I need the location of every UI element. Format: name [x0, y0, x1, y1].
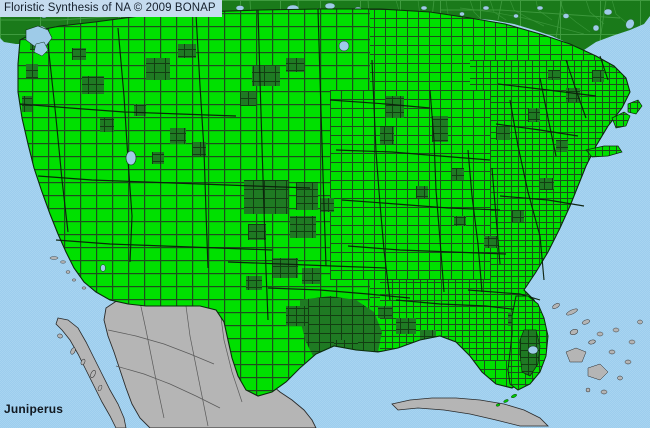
northeast-coastal-detail	[585, 99, 643, 158]
great-salt-lake	[125, 150, 137, 166]
map-title-text: Floristic Synthesis of NA © 2009 BONAP	[4, 2, 216, 14]
salton-sea	[100, 264, 106, 272]
pacific-northwest-water	[25, 25, 53, 57]
state-boundaries	[19, 8, 609, 321]
florida-peninsula	[495, 295, 549, 407]
channel-islands	[49, 256, 87, 290]
lake-of-the-woods	[338, 40, 350, 52]
map-title-plate: Floristic Synthesis of NA © 2009 BONAP	[0, 0, 222, 17]
taxon-name-label: Juniperus	[4, 402, 64, 416]
region-mexico	[55, 299, 643, 428]
